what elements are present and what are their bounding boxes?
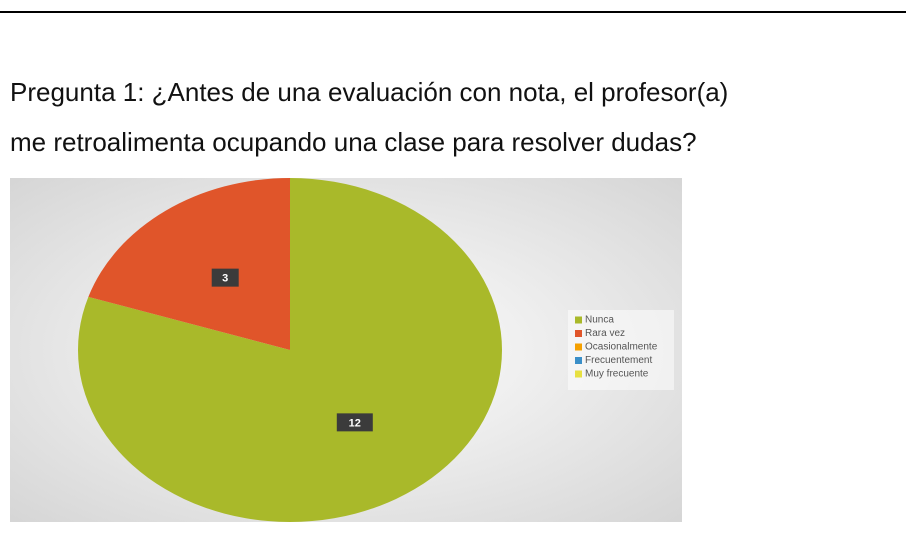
legend-label: Frecuentement [585,355,652,366]
question: Pregunta 1: ¿Antes de una evaluación con… [10,77,728,107]
legend-swatch [575,370,582,378]
legend-swatch [575,343,582,351]
legend-label: Nunca [585,315,614,326]
label-box [336,413,373,432]
label-box [211,268,239,287]
legend-swatch [575,330,582,337]
legend-swatch [575,316,582,324]
slice [88,178,290,350]
legend-swatch [575,357,582,364]
legend-box [568,310,674,390]
question: me retroalimenta ocupando una clase para… [10,127,697,157]
legend-label: Ocasionalmente [585,342,658,353]
data-label: 3 [222,273,228,285]
legend-label: Rara vez [585,328,625,339]
data-label: 12 [349,417,361,429]
legend-label: Muy frecuente [585,369,649,380]
